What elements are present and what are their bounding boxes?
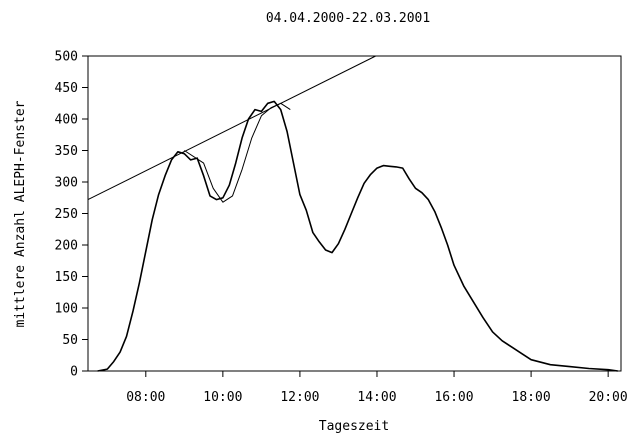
y-tick-label: 0: [70, 365, 78, 380]
x-tick-label: 14:00: [357, 390, 396, 405]
y-tick-label: 350: [55, 144, 78, 159]
y-tick-label: 100: [55, 302, 78, 317]
y-tick-label: 400: [55, 113, 78, 128]
chart-title: 04.04.2000-22.03.2001: [266, 11, 430, 26]
series-line-main: [97, 100, 618, 372]
y-tick-label: 200: [55, 239, 78, 254]
x-tick-label: 16:00: [434, 390, 473, 405]
y-axis-label: mittlere Anzahl ALEPH-Fenster: [13, 100, 28, 327]
series-line-fit: [184, 102, 291, 203]
plot-area-frame: [87, 55, 622, 372]
y-tick-label: 250: [55, 207, 78, 222]
x-tick-label: 18:00: [512, 390, 551, 405]
x-tick-label: 10:00: [203, 390, 242, 405]
y-tick-label: 500: [55, 50, 78, 65]
series-line-trend: [87, 55, 376, 201]
y-tick-label: 300: [55, 176, 78, 191]
x-axis-label: Tageszeit: [319, 419, 389, 434]
y-tick-label: 150: [55, 270, 78, 285]
series-group: [87, 55, 618, 372]
x-tick-label: 20:00: [589, 390, 628, 405]
axis-ticks: [82, 55, 609, 377]
y-tick-label: 450: [55, 81, 78, 96]
x-tick-label: 12:00: [280, 390, 319, 405]
axis-tick-labels: 0 50 100 150 200 250 300 350 400 450 500 08:00 10:00…: [55, 50, 628, 406]
x-tick-label: 08:00: [126, 390, 165, 405]
y-tick-label: 50: [62, 333, 78, 348]
